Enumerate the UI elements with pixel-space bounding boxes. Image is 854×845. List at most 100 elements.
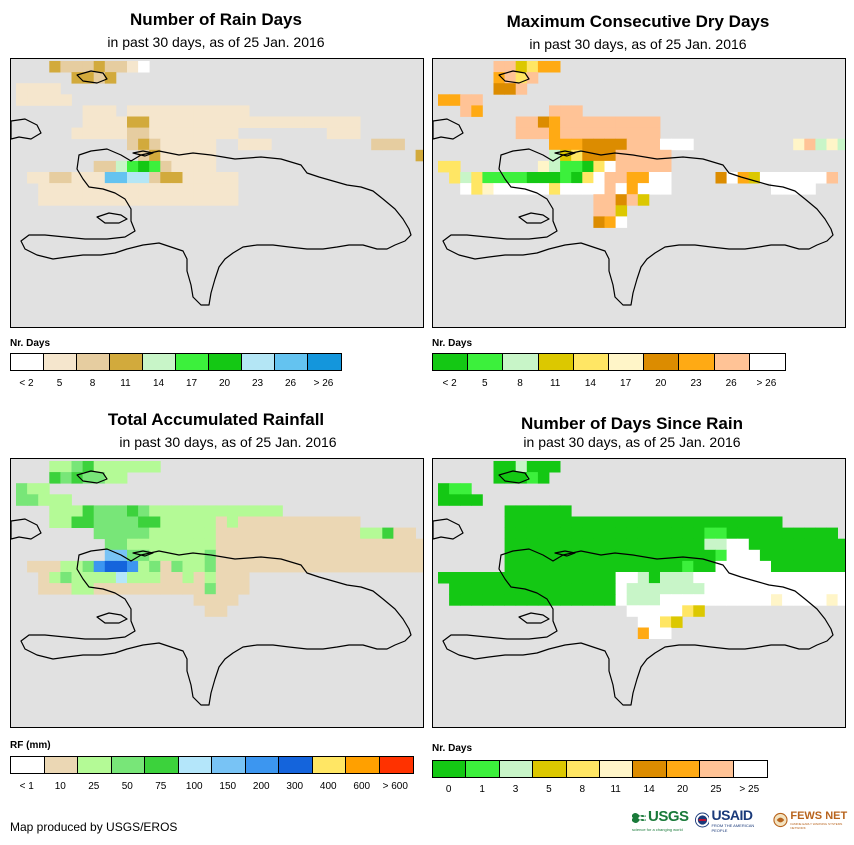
grid-cell (104, 527, 117, 540)
grid-cell (549, 172, 561, 184)
grid-cell (27, 172, 39, 184)
grid-cell (804, 549, 816, 562)
grid-cell (837, 538, 845, 551)
grid-cell (182, 149, 194, 162)
grid-cell (215, 116, 228, 128)
grid-cell (515, 527, 528, 540)
grid-cell (49, 183, 61, 195)
grid-cell (193, 116, 206, 128)
legend-tick-label: 25 (710, 784, 722, 795)
panel-title-dry-days: Maximum Consecutive Dry Days (506, 12, 770, 31)
grid-cell (615, 194, 628, 206)
grid-cell (660, 616, 672, 628)
grid-cell (104, 583, 117, 595)
legend-tick-label: 11 (610, 784, 621, 795)
legend-tick-label: 8 (579, 784, 586, 795)
grid-cell (537, 594, 550, 606)
grid-cell (526, 116, 539, 128)
grid-cell (71, 461, 83, 473)
legend-swatch (312, 757, 346, 773)
usaid-tagline: FROM THE AMERICAN PEOPLE (711, 823, 755, 833)
legend-swatch (633, 761, 667, 777)
tortuga-island-outline (554, 550, 576, 557)
grid-cell (671, 527, 683, 540)
grid-cell (38, 483, 50, 495)
grid-cell (238, 116, 250, 128)
grid-cell (93, 516, 106, 528)
grid-cell (104, 516, 117, 528)
grid-cell (582, 538, 594, 551)
grid-cell (604, 560, 616, 573)
grid-cell (171, 160, 183, 173)
grid-cell (337, 527, 350, 540)
grid-cell (349, 116, 361, 128)
grid-cell (127, 505, 139, 517)
grid-cell (671, 583, 683, 595)
grid-cell (49, 494, 61, 506)
grid-cell (759, 549, 772, 562)
grid-cell (93, 194, 106, 206)
grid-cell (38, 172, 50, 184)
grid-cell (704, 572, 716, 584)
grid-cell (637, 527, 650, 540)
legend-swatch (308, 354, 341, 370)
map-days-since-rain (432, 458, 846, 728)
grid-cell (648, 527, 661, 540)
grid-cell (171, 583, 183, 595)
grid-cell (604, 527, 616, 540)
grid-cell (604, 116, 616, 128)
grid-cell (449, 594, 461, 606)
grid-cell (160, 516, 172, 528)
grid-cell (49, 83, 61, 95)
grid-cell (593, 127, 605, 140)
grid-cell (171, 138, 183, 151)
grid-cell (127, 105, 139, 117)
grid-cell (593, 116, 605, 128)
grid-cell (226, 172, 239, 184)
grid-cell (826, 560, 838, 573)
inagua-island-outline (76, 470, 108, 484)
grid-cell (104, 105, 117, 117)
grid-cell (504, 538, 517, 551)
grid-cell (215, 605, 228, 617)
grid-cell (104, 538, 117, 551)
legend-swatch (609, 354, 645, 370)
grid-cell (726, 527, 739, 540)
tortuga-island-outline (554, 150, 576, 157)
grid-cell (182, 116, 194, 128)
grid-cell (171, 505, 183, 517)
legend-tick-label: 100 (185, 781, 203, 792)
grid-cell (249, 549, 261, 562)
grid-cell (471, 172, 483, 184)
grid-cell (549, 516, 561, 528)
gonave-island-outline (96, 612, 128, 624)
grid-cell (560, 116, 572, 128)
grid-cell (526, 527, 539, 540)
grid-cell (526, 560, 539, 573)
grid-cell (193, 516, 206, 528)
grid-cell (493, 583, 505, 595)
grid-cell (759, 572, 772, 584)
grid-cell (737, 594, 750, 606)
grid-cell (38, 494, 50, 506)
grid-cell (571, 127, 583, 140)
grid-cell (38, 583, 50, 595)
grid-cell (293, 116, 305, 128)
grid-cell (60, 572, 72, 584)
legend-tick-label: 14 (584, 378, 596, 389)
grid-cell (215, 105, 228, 117)
grid-cell (160, 105, 172, 117)
grid-cell (71, 516, 83, 528)
grid-cell (204, 549, 217, 562)
grid-cell (38, 560, 50, 573)
grid-cell (393, 549, 405, 562)
grid-cell (371, 549, 383, 562)
grid-cell (615, 149, 628, 162)
grid-cell (804, 560, 816, 573)
grid-cell (660, 172, 672, 184)
grid-cell (504, 83, 517, 95)
grid-cell (326, 516, 339, 528)
footer-credit: Map produced by USGS/EROS (10, 820, 178, 834)
grid-cell (249, 527, 261, 540)
grid-cell (60, 494, 72, 506)
